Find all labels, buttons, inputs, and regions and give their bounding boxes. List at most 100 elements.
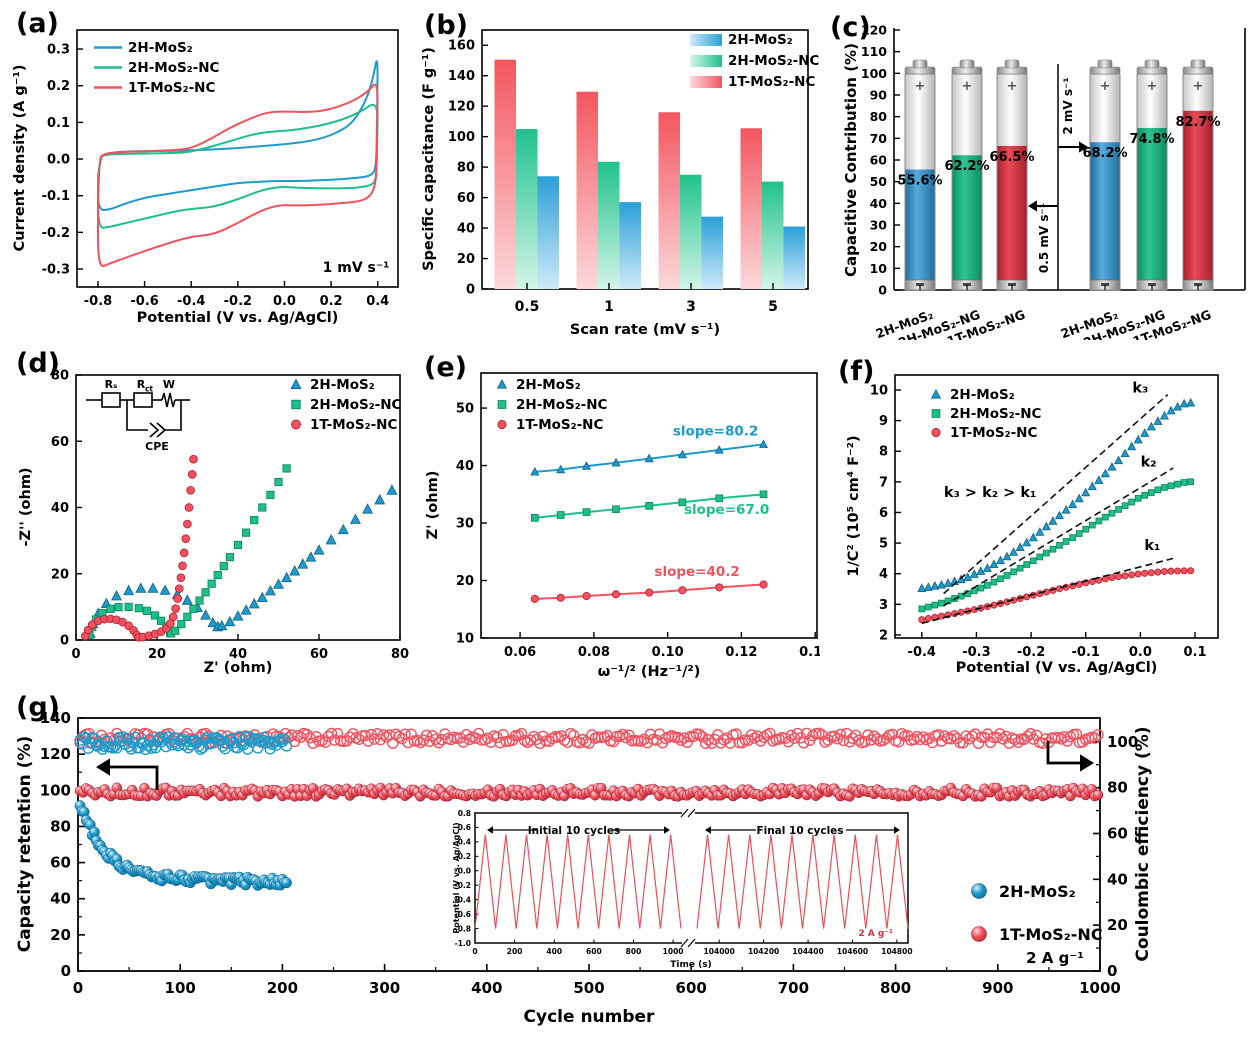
- svg-text:40: 40: [457, 222, 475, 237]
- svg-text:200: 200: [267, 979, 298, 997]
- svg-text:1T-MoS₂-NC: 1T-MoS₂-NC: [728, 74, 815, 90]
- svg-text:100: 100: [165, 979, 196, 997]
- svg-text:2 A g⁻¹: 2 A g⁻¹: [1026, 949, 1084, 967]
- svg-text:k₃ > k₂ > k₁: k₃ > k₂ > k₁: [944, 485, 1036, 501]
- panel-f-letter: (f): [838, 356, 875, 387]
- svg-text:0.1: 0.1: [47, 116, 70, 131]
- svg-text:2H-MoS₂-NC: 2H-MoS₂-NC: [310, 397, 402, 413]
- svg-text:+: +: [962, 79, 973, 94]
- svg-text:Z' (ohm): Z' (ohm): [425, 471, 441, 540]
- svg-text:0: 0: [71, 647, 80, 662]
- svg-text:100: 100: [448, 130, 475, 145]
- svg-text:ct: ct: [145, 385, 153, 394]
- svg-text:40: 40: [51, 501, 69, 516]
- svg-text:slope=80.2: slope=80.2: [673, 424, 758, 440]
- svg-text:2H-MoS₂: 2H-MoS₂: [999, 882, 1076, 901]
- svg-text:20: 20: [456, 574, 474, 589]
- svg-text:600: 600: [586, 947, 602, 956]
- svg-text:2H-MoS₂-NC: 2H-MoS₂-NC: [950, 406, 1042, 422]
- svg-text:0: 0: [878, 283, 887, 298]
- svg-text:40: 40: [229, 647, 247, 662]
- svg-text:120: 120: [861, 22, 887, 37]
- svg-text:800: 800: [626, 947, 642, 956]
- svg-text:1T-MoS₂-NC: 1T-MoS₂-NC: [310, 417, 397, 433]
- svg-text:400: 400: [546, 947, 562, 956]
- svg-text:k₂: k₂: [1141, 455, 1157, 471]
- svg-text:40: 40: [870, 196, 888, 211]
- panel-f-mott-schottky-chart: -0.4 -0.3 -0.2 -0.1 0.0 0.1 2 3 4 5 6 7 8 9 10 Potentia…: [846, 374, 1219, 676]
- svg-text:10: 10: [870, 384, 888, 399]
- svg-text:-0.1: -0.1: [1072, 645, 1100, 660]
- svg-text:40: 40: [456, 459, 474, 474]
- svg-text:-0.3: -0.3: [962, 645, 990, 660]
- svg-text:3: 3: [879, 598, 888, 613]
- svg-text:2: 2: [879, 628, 888, 643]
- svg-text:20: 20: [148, 647, 166, 662]
- svg-text:Potential (V vs. Ag/AgCl): Potential (V vs. Ag/AgCl): [956, 660, 1158, 676]
- svg-text:140: 140: [448, 69, 475, 84]
- svg-text:Potential (V vs. Ag/AgCl): Potential (V vs. Ag/AgCl): [452, 822, 461, 933]
- svg-text:0.14: 0.14: [799, 645, 820, 660]
- svg-text:-0.4: -0.4: [177, 294, 205, 309]
- svg-text:5: 5: [768, 299, 778, 315]
- svg-text:+: +: [1007, 79, 1018, 94]
- svg-text:0.0: 0.0: [273, 294, 296, 309]
- svg-text:W: W: [163, 378, 175, 391]
- svg-text:10: 10: [456, 632, 474, 647]
- svg-text:0.2: 0.2: [320, 294, 343, 309]
- svg-text:0.0: 0.0: [1129, 645, 1152, 660]
- svg-text:70: 70: [870, 131, 888, 146]
- svg-text:0.08: 0.08: [578, 645, 610, 660]
- svg-text:120: 120: [40, 745, 71, 763]
- svg-text:Rₛ: Rₛ: [105, 378, 118, 391]
- svg-text:104400: 104400: [792, 947, 823, 956]
- svg-text:80: 80: [457, 161, 475, 176]
- svg-text:3: 3: [686, 299, 696, 315]
- svg-text:+: +: [1100, 79, 1111, 94]
- svg-text:50: 50: [870, 174, 888, 189]
- panel-d-letter: (d): [16, 348, 61, 379]
- panel-d-nyquist-chart: 0 20 40 60 80 0 20 40 60 80 Z' (ohm) -Z'' (ohm) 2H-M…: [18, 369, 409, 677]
- svg-text:200: 200: [507, 947, 523, 956]
- svg-text:0.1: 0.1: [1184, 645, 1207, 660]
- svg-text:66.5%: 66.5%: [989, 150, 1034, 165]
- svg-text:82.7%: 82.7%: [1175, 115, 1220, 130]
- svg-text:-0.2: -0.2: [42, 226, 70, 241]
- svg-text:1000: 1000: [663, 947, 684, 956]
- svg-text:Cycle number: Cycle number: [524, 1007, 656, 1027]
- svg-text:0.5 mV s⁻¹: 0.5 mV s⁻¹: [1037, 203, 1051, 273]
- svg-text:1T-MoS₂-NC: 1T-MoS₂-NC: [950, 425, 1037, 441]
- svg-text:0: 0: [472, 947, 477, 956]
- svg-text:60: 60: [310, 647, 328, 662]
- svg-text:Potential (V vs. Ag/AgCl): Potential (V vs. Ag/AgCl): [137, 310, 339, 326]
- svg-text:+: +: [915, 79, 926, 94]
- svg-text:2 A g⁻¹: 2 A g⁻¹: [858, 929, 893, 939]
- svg-text:Initial 10 cycles: Initial 10 cycles: [528, 825, 620, 837]
- svg-text:0.0: 0.0: [458, 867, 471, 876]
- panel-a-letter: (a): [16, 8, 59, 39]
- svg-text:80: 80: [50, 817, 71, 835]
- panel-b-capacitance-bar-chart: 0 20 40 60 80 100 120 140 160 0.5 1 3 5 Scan rate (mV…: [421, 29, 820, 338]
- svg-text:60: 60: [1107, 824, 1128, 842]
- svg-text:6: 6: [879, 506, 888, 521]
- svg-text:80: 80: [391, 647, 409, 662]
- svg-text:40: 40: [50, 890, 71, 908]
- svg-text:104600: 104600: [837, 947, 868, 956]
- svg-text:300: 300: [369, 979, 400, 997]
- svg-text:-0.2: -0.2: [1017, 645, 1045, 660]
- svg-text:-0.8: -0.8: [84, 294, 112, 309]
- svg-text:400: 400: [471, 979, 502, 997]
- svg-text:0.3: 0.3: [47, 43, 70, 58]
- svg-text:160: 160: [448, 39, 475, 54]
- svg-text:-0.6: -0.6: [130, 294, 158, 309]
- svg-text:104800: 104800: [881, 947, 912, 956]
- svg-text:800: 800: [880, 979, 911, 997]
- svg-text:2H-MoS₂-NC: 2H-MoS₂-NC: [516, 397, 608, 413]
- svg-text:Time (s): Time (s): [670, 960, 711, 970]
- svg-text:10: 10: [870, 261, 888, 276]
- svg-text:4: 4: [879, 567, 888, 582]
- panel-a-cv-chart: -0.8 -0.6 -0.4 -0.2 0.0 0.2 0.4 -0.3 -0.2 -0.1 0.0…: [12, 29, 399, 326]
- svg-text:0.6: 0.6: [458, 823, 471, 832]
- svg-text:100: 100: [1107, 733, 1138, 751]
